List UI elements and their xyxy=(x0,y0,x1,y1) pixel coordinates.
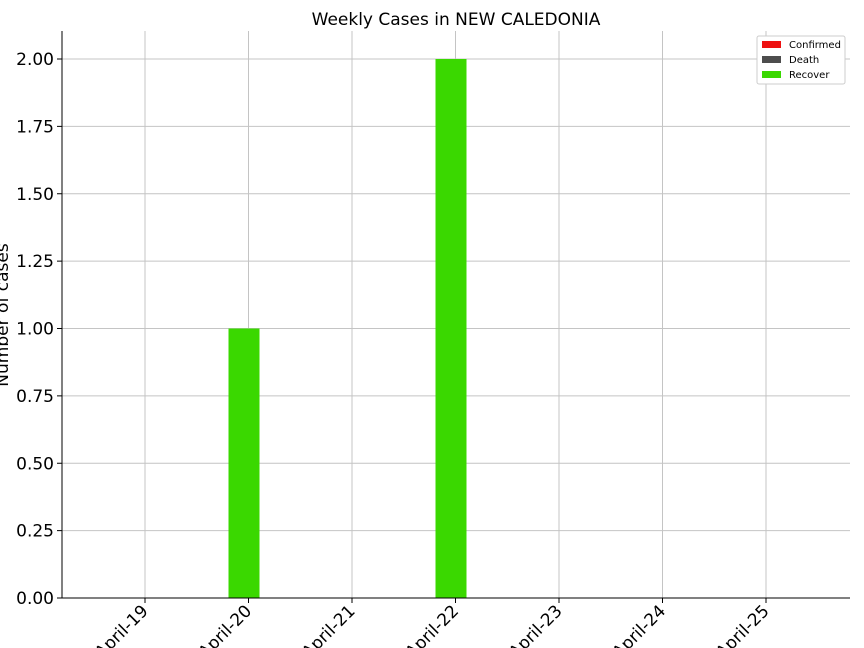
x-tick-label: April-19 xyxy=(91,601,152,648)
x-tick-label: April-25 xyxy=(712,601,773,648)
y-tick-label: 2.00 xyxy=(16,50,54,70)
y-ticks: 0.00 0.25 0.50 0.75 1.00 1.25 1.50 1.75 2.00 xyxy=(16,50,62,609)
x-tick-label: April-23 xyxy=(505,601,566,648)
legend-label-death: Death xyxy=(789,55,819,66)
y-tick-label: 1.25 xyxy=(16,252,54,272)
legend-swatch-death xyxy=(762,56,781,63)
legend: Confirmed Death Recover xyxy=(756,35,846,85)
x-ticks: April-19 April-20 April-21 April-22 April-23… xyxy=(91,598,774,648)
x-tick-label: April-24 xyxy=(609,601,670,648)
x-tick-label: April-21 xyxy=(298,601,359,648)
chart-title: Weekly Cases in NEW CALEDONIA xyxy=(312,10,601,30)
legend-swatch-recover xyxy=(762,71,781,78)
y-tick-label: 0.50 xyxy=(16,454,54,474)
legend-label-recover: Recover xyxy=(789,70,830,81)
y-tick-label: 1.75 xyxy=(16,117,54,137)
legend-label-confirmed: Confirmed xyxy=(789,40,841,51)
y-tick-label: 1.00 xyxy=(16,320,54,340)
bars xyxy=(228,59,467,598)
y-axis-label: Number of cases xyxy=(0,243,13,387)
y-tick-label: 0.25 xyxy=(16,522,54,542)
x-tick-label: April-22 xyxy=(402,601,463,648)
x-tick-label: April-20 xyxy=(195,601,256,648)
y-tick-label: 0.75 xyxy=(16,387,54,407)
bar-recover xyxy=(228,328,260,598)
legend-swatch-confirmed xyxy=(762,41,781,48)
bar-recover xyxy=(435,59,467,598)
y-tick-label: 0.00 xyxy=(16,589,54,609)
y-tick-label: 1.50 xyxy=(16,185,54,205)
